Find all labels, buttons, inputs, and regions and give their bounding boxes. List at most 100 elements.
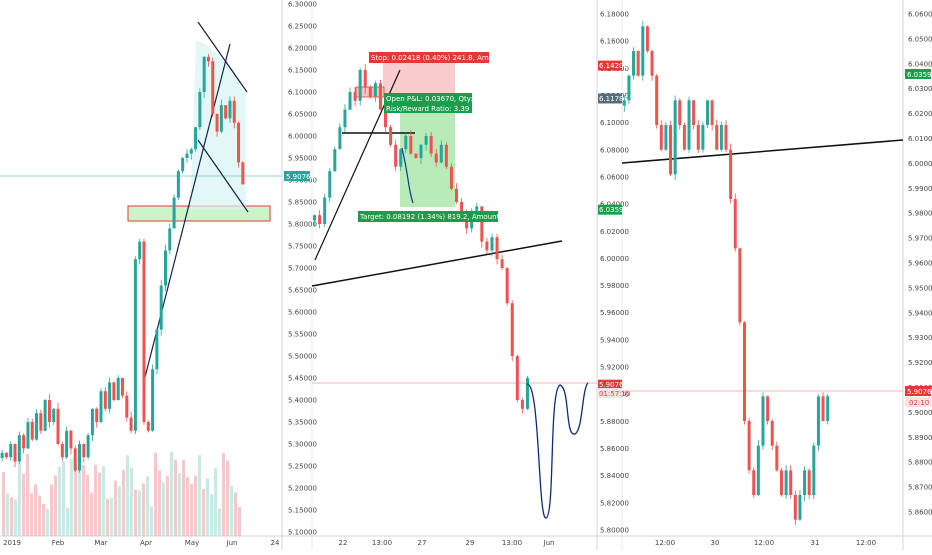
price-tick-label: 5.97000	[908, 235, 932, 243]
candle-body	[424, 136, 428, 145]
volume-bars	[2, 451, 241, 536]
countdown-label: 02:10	[909, 399, 929, 407]
projected-path-short	[401, 147, 414, 204]
price-tick-label: 5.50000	[288, 353, 317, 361]
candle-body	[116, 378, 120, 400]
candle-body	[784, 470, 788, 495]
candle-body	[159, 285, 163, 330]
candle-body	[756, 445, 760, 495]
price-tick-label: 5.88000	[600, 418, 629, 426]
candle-body	[194, 127, 198, 150]
candle-body	[729, 149, 733, 199]
volume-bar	[10, 497, 13, 536]
candle-body	[724, 125, 728, 150]
candle-body	[323, 197, 327, 224]
candle-body	[384, 109, 388, 128]
price-tick-label: 5.98000	[600, 282, 629, 290]
price-tick-label: 6.00000	[288, 133, 317, 141]
candle-body	[185, 153, 189, 158]
candle-body	[121, 378, 124, 396]
time-tick-label: Mar	[94, 539, 107, 547]
candle-body	[181, 158, 185, 172]
price-tick-label: 5.87000	[908, 484, 932, 492]
price-tick-label: 6.00000	[908, 160, 932, 168]
price-tick-label: 5.98000	[908, 210, 932, 218]
candle-body	[696, 125, 700, 150]
time-tick-label: 13:00	[372, 539, 392, 547]
volume-bar	[190, 484, 193, 536]
volume-bar	[226, 460, 229, 536]
price-axis: 6.06000 6.05000 6.04000 6.03000 6.02000 6.010…	[908, 11, 932, 517]
volume-bar	[122, 470, 125, 536]
candle-body	[821, 396, 825, 421]
candle-body	[798, 495, 802, 520]
price-tag-label: 5.90765	[599, 381, 628, 389]
candle-body	[495, 237, 499, 260]
candle-body	[803, 470, 807, 495]
candle-body	[687, 100, 691, 150]
risk-reward-label: Risk/Reward Ratio: 3.39	[386, 105, 469, 113]
candle-body	[133, 259, 137, 431]
price-tick-label: 5.85000	[288, 199, 317, 207]
hourly-chart-panel: 6.06000 6.05000 6.04000 6.03000 6.02000 6.010…	[621, 11, 932, 547]
volume-bar	[106, 498, 109, 536]
candle-body	[434, 153, 438, 163]
candle-body	[30, 422, 34, 440]
candle-body	[664, 125, 668, 150]
price-tick-label: 6.08000	[600, 146, 629, 154]
candle-body	[99, 391, 103, 422]
candle-body	[505, 268, 509, 304]
candle-body	[65, 430, 69, 458]
volume-bar	[206, 478, 209, 536]
candle-body	[47, 400, 51, 422]
volume-bar	[166, 475, 169, 536]
candle-body	[669, 125, 673, 175]
volume-bar	[150, 506, 153, 536]
volume-bar	[142, 483, 145, 536]
stop-label-box	[369, 52, 489, 63]
volume-bar	[178, 473, 181, 536]
badge-price-label: 6.03593	[907, 71, 932, 79]
volume-bar	[26, 453, 29, 536]
price-tag-label: 6.03593	[599, 206, 628, 214]
candle-body	[353, 92, 357, 101]
candle-body	[444, 144, 448, 167]
time-tick-label: 24	[271, 539, 280, 547]
candle-body	[641, 26, 645, 76]
candle-body	[176, 171, 180, 198]
price-tick-label: 5.15000	[288, 507, 317, 515]
candle-body	[215, 114, 219, 132]
volume-bar	[118, 486, 121, 536]
price-tick-label: 6.16000	[600, 38, 629, 46]
candle-body	[399, 149, 403, 167]
volume-bar	[222, 452, 225, 536]
candle-body	[659, 125, 663, 150]
price-tick-label: 5.55000	[288, 331, 317, 339]
candle-body	[404, 136, 408, 150]
candle-body	[515, 356, 519, 400]
time-tick-label: Apr	[140, 539, 152, 547]
candle-body	[449, 166, 453, 189]
price-tick-label: 6.05000	[908, 35, 932, 43]
time-tick-label: 22	[339, 539, 348, 547]
candle-body	[460, 202, 464, 216]
volume-bar	[98, 472, 101, 536]
volume-bar	[234, 492, 237, 536]
candle-body	[475, 206, 479, 211]
candle-body	[43, 400, 47, 431]
current-price-tag	[905, 386, 931, 396]
price-tick-label: 6.06000	[600, 173, 629, 181]
target-label-box	[358, 211, 498, 222]
price-tag	[598, 93, 622, 104]
candle-body	[95, 408, 99, 422]
candle-body	[706, 100, 710, 125]
price-tick-label: 5.86000	[600, 445, 629, 453]
price-tick-label: 5.75000	[288, 243, 317, 251]
volume-bar	[134, 489, 137, 536]
volume-bar	[170, 451, 173, 536]
candle-body	[4, 452, 8, 458]
price-tag-label: 6.14203	[599, 62, 628, 70]
daily-chart-panel: 6.30000 6.25000 6.20000 6.15000 6.10000 6.050…	[0, 1, 317, 547]
